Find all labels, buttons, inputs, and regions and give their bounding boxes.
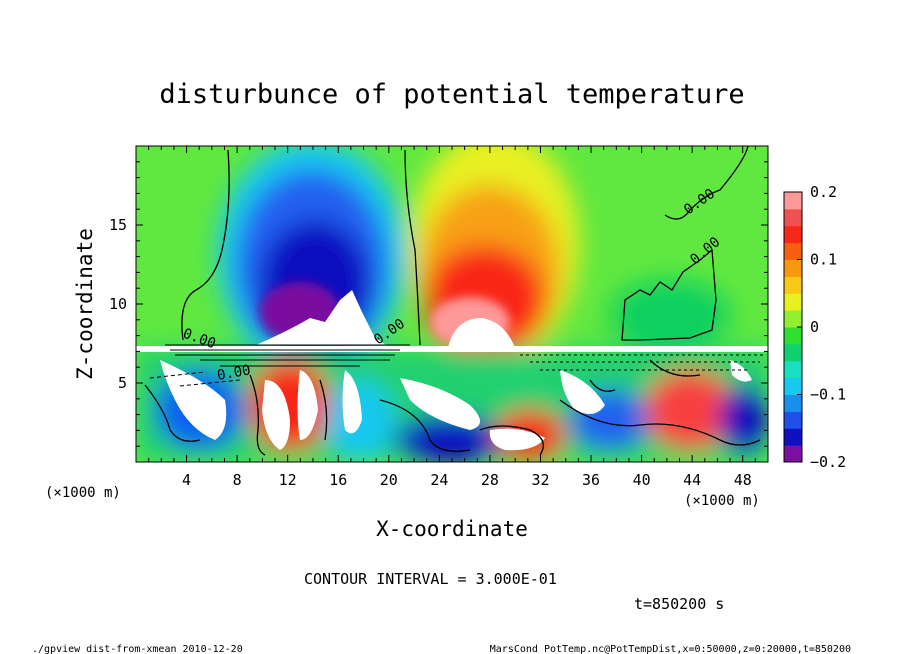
x-axis: 4 8 12 16 20 24 28 32 36 40 44 48 xyxy=(148,146,756,489)
chart-title: disturbunce of potential temperature xyxy=(159,79,744,110)
x-tick-label: 32 xyxy=(531,471,549,489)
footer-left: ./gpview_dist-from-xmean 2010-12-20 xyxy=(32,644,243,654)
y-tick-label: 15 xyxy=(109,216,127,234)
colorbar-tick-label: 0.1 xyxy=(810,251,837,269)
x-tick-label: 20 xyxy=(380,471,398,489)
colorbar-segment xyxy=(784,377,802,395)
colorbar-tick-label: 0.2 xyxy=(810,183,837,201)
contour-interval: CONTOUR INTERVAL = 3.000E-01 xyxy=(304,570,557,588)
lower-white-patches xyxy=(136,346,768,451)
colorbar-segment xyxy=(784,394,802,412)
y-tick-label: 5 xyxy=(118,374,127,392)
colorbar-segment xyxy=(784,411,802,429)
boundary-ripples xyxy=(149,344,765,387)
x-tick-label: 8 xyxy=(233,471,242,489)
colorbar: 0.2 0.1 0 −0.1 −0.2 xyxy=(783,183,846,471)
contour-zero-center xyxy=(404,149,421,346)
colorbar-segment xyxy=(784,225,802,244)
x-tick-label: 40 xyxy=(633,471,651,489)
colorbar-segment xyxy=(784,310,802,328)
x-axis-title: X-coordinate xyxy=(376,517,528,541)
heatmap-field: 0.00 0.00 0.00 0.00 0.00 xyxy=(136,146,768,462)
x-tick-label: 48 xyxy=(734,471,752,489)
cold-peak-white xyxy=(256,290,386,345)
x-tick-label: 4 xyxy=(182,471,191,489)
colorbar-segment xyxy=(784,192,802,210)
colorbar-segment xyxy=(784,242,802,260)
y-tick-label: 10 xyxy=(109,295,127,313)
colorbar-segment xyxy=(784,276,802,294)
warm-peak-white xyxy=(448,318,515,348)
x-unit-label-right: (×1000 m) xyxy=(684,493,760,509)
colorbar-segment xyxy=(784,428,802,446)
colorbar-segment xyxy=(784,208,802,227)
x-tick-label: 24 xyxy=(430,471,448,489)
colorbar-tick-label: 0 xyxy=(810,318,819,336)
y-axis: 5 10 15 xyxy=(109,161,768,447)
contour-zero-right-mid xyxy=(621,248,717,341)
x-tick-label: 12 xyxy=(279,471,297,489)
x-tick-label: 28 xyxy=(481,471,499,489)
x-unit-label: (×1000 m) xyxy=(45,485,121,501)
time-label: t=850200 s xyxy=(634,595,724,613)
green-right xyxy=(610,280,730,350)
colorbar-segment xyxy=(784,343,802,362)
colorbar-segment xyxy=(784,293,802,311)
colorbar-segment xyxy=(784,445,802,463)
colorbar-segment xyxy=(784,360,802,379)
colorbar-tick-label: −0.2 xyxy=(810,453,846,471)
footer-right: MarsCond_PotTemp.nc@PotTempDist,x=0:5000… xyxy=(490,644,851,654)
contour-lines xyxy=(144,146,761,456)
y-axis-title: Z-coordinate xyxy=(73,228,97,380)
contour-zero-right-top xyxy=(664,146,749,220)
x-tick-label: 44 xyxy=(683,471,701,489)
colorbar-segment xyxy=(784,327,802,345)
colorbar-segment xyxy=(784,259,802,277)
x-tick-label: 16 xyxy=(329,471,347,489)
contour-zero-left xyxy=(181,149,230,341)
contour-label: 0.00 xyxy=(216,362,252,384)
x-tick-label: 36 xyxy=(582,471,600,489)
colorbar-tick-label: −0.1 xyxy=(810,386,846,404)
